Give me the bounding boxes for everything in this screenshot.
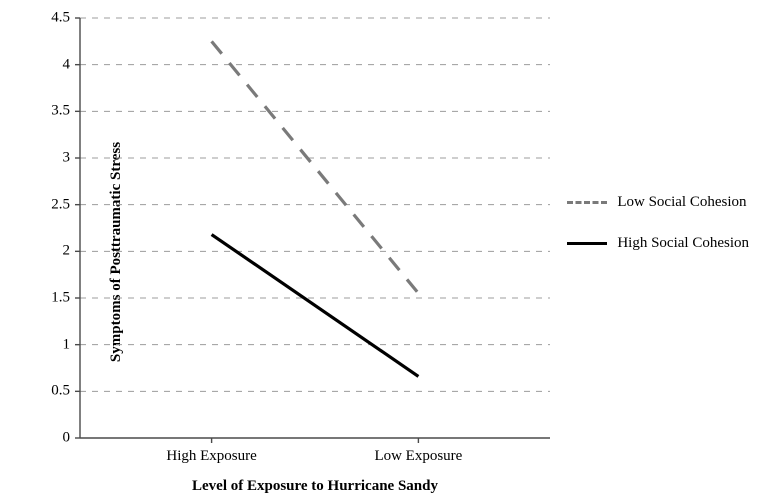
chart-container: Symptoms of Posttraumatic Stress 00.511.…: [0, 0, 767, 503]
x-tick-label: High Exposure: [166, 448, 256, 465]
x-axis-label: Level of Exposure to Hurricane Sandy: [80, 478, 550, 495]
legend-item: Low Social Cohesion: [567, 194, 749, 211]
legend: Low Social Cohesion High Social Cohesion: [567, 170, 749, 276]
legend-label: High Social Cohesion: [617, 235, 749, 252]
y-tick-label: 4: [40, 57, 70, 72]
y-tick-label: 0: [40, 431, 70, 446]
y-tick-label: 3.5: [40, 104, 70, 119]
legend-swatch: [567, 242, 607, 245]
y-tick-label: 1: [40, 337, 70, 352]
legend-item: High Social Cohesion: [567, 235, 749, 252]
y-tick-label: 2: [40, 244, 70, 259]
plot-area: [80, 18, 550, 438]
y-tick-label: 4.5: [40, 11, 70, 26]
y-tick-label: 2.5: [40, 197, 70, 212]
series-line-1: [212, 235, 419, 377]
y-tick-label: 1.5: [40, 291, 70, 306]
y-tick-label: 3: [40, 151, 70, 166]
x-tick-label: Low Exposure: [374, 448, 462, 465]
legend-label: Low Social Cohesion: [617, 194, 746, 211]
y-tick-label: 0.5: [40, 384, 70, 399]
legend-swatch: [567, 201, 607, 204]
